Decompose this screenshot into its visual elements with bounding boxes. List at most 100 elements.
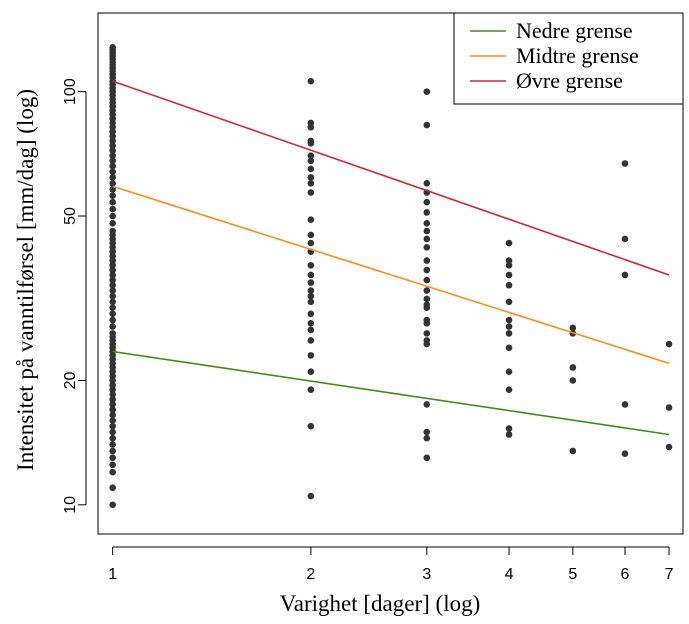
data-point <box>109 411 116 419</box>
data-point <box>307 189 315 196</box>
data-point <box>505 431 513 438</box>
data-point <box>505 261 513 269</box>
data-point <box>109 316 116 324</box>
data-point <box>307 422 315 430</box>
data-point <box>307 298 315 306</box>
data-point <box>307 271 315 279</box>
data-point <box>505 425 513 432</box>
data-point <box>109 323 116 330</box>
data-point <box>423 121 431 129</box>
series-line <box>112 185 670 365</box>
data-point <box>307 386 315 393</box>
data-point <box>109 212 116 220</box>
data-point <box>423 227 431 235</box>
data-point <box>423 454 431 462</box>
data-point <box>307 77 315 85</box>
data-point <box>307 326 315 334</box>
data-point <box>307 119 315 127</box>
data-point <box>423 266 431 274</box>
data-point <box>109 406 116 413</box>
data-point <box>109 152 116 159</box>
data-point <box>423 220 431 227</box>
data-point <box>505 386 513 393</box>
data-point <box>307 152 315 159</box>
data-point <box>109 276 116 284</box>
data-point <box>109 501 116 509</box>
data-point <box>109 417 116 424</box>
data-point <box>109 434 116 442</box>
data-point <box>109 220 116 227</box>
data-point <box>621 450 629 457</box>
data-point <box>505 316 513 324</box>
y-axis-title: Intensitet på vanntilførsel [mm/dag] (lo… <box>13 89 38 471</box>
legend-box <box>453 12 684 105</box>
data-point <box>423 198 431 206</box>
x-tick-label: 1 <box>108 566 117 583</box>
data-point <box>109 205 116 213</box>
legend-label: Nedre grense <box>516 18 633 43</box>
data-point <box>109 132 116 140</box>
data-point <box>505 323 513 330</box>
data-point <box>307 261 315 269</box>
data-point <box>423 330 431 337</box>
data-point <box>109 310 116 318</box>
legend-label: Midtre grense <box>516 43 639 68</box>
y-axis: 10 20 50 100 <box>62 78 87 514</box>
data-point <box>109 227 116 235</box>
data-point <box>423 295 431 303</box>
data-point <box>307 292 315 300</box>
data-point <box>109 422 116 430</box>
data-point <box>109 162 116 170</box>
x-axis-title: Varighet [dager] (log) <box>280 591 481 616</box>
data-point <box>109 261 116 269</box>
data-point <box>505 298 513 306</box>
data-point <box>505 281 513 289</box>
y-tick-label: 20 <box>62 371 79 389</box>
data-point <box>505 344 513 352</box>
data-point <box>109 174 116 181</box>
data-point <box>423 244 431 251</box>
scatter-points <box>109 44 673 509</box>
data-point <box>569 447 577 455</box>
data-point <box>109 266 116 274</box>
data-point <box>423 287 431 294</box>
data-point <box>109 454 116 462</box>
data-point <box>307 310 315 318</box>
data-point <box>109 292 116 300</box>
data-point <box>307 239 315 247</box>
data-point <box>505 368 513 376</box>
data-point <box>621 160 629 167</box>
data-point <box>109 198 116 206</box>
data-point <box>423 257 431 264</box>
data-point <box>109 147 116 154</box>
data-point <box>307 352 315 359</box>
data-point <box>505 271 513 279</box>
data-point <box>307 137 315 145</box>
data-point <box>109 298 116 306</box>
data-point <box>109 142 116 149</box>
data-point <box>109 281 116 289</box>
x-tick-label: 4 <box>505 566 514 583</box>
legend-label: Øvre grense <box>516 68 623 93</box>
data-point <box>505 239 513 247</box>
data-point <box>109 137 116 145</box>
data-point <box>569 324 577 332</box>
data-point <box>665 443 673 451</box>
data-point <box>423 276 431 284</box>
data-point <box>423 316 431 324</box>
limit-lines <box>112 80 670 436</box>
x-tick-label: 7 <box>665 566 674 583</box>
data-point <box>109 168 116 176</box>
x-tick-label: 5 <box>568 566 577 583</box>
data-point <box>569 364 577 371</box>
plot-frame <box>97 12 684 535</box>
data-point <box>423 301 431 309</box>
data-point <box>109 44 116 51</box>
data-point <box>505 330 513 337</box>
data-point <box>505 257 513 264</box>
data-point <box>307 174 315 181</box>
data-point <box>423 434 431 442</box>
data-point <box>109 391 116 398</box>
data-point <box>307 180 315 187</box>
